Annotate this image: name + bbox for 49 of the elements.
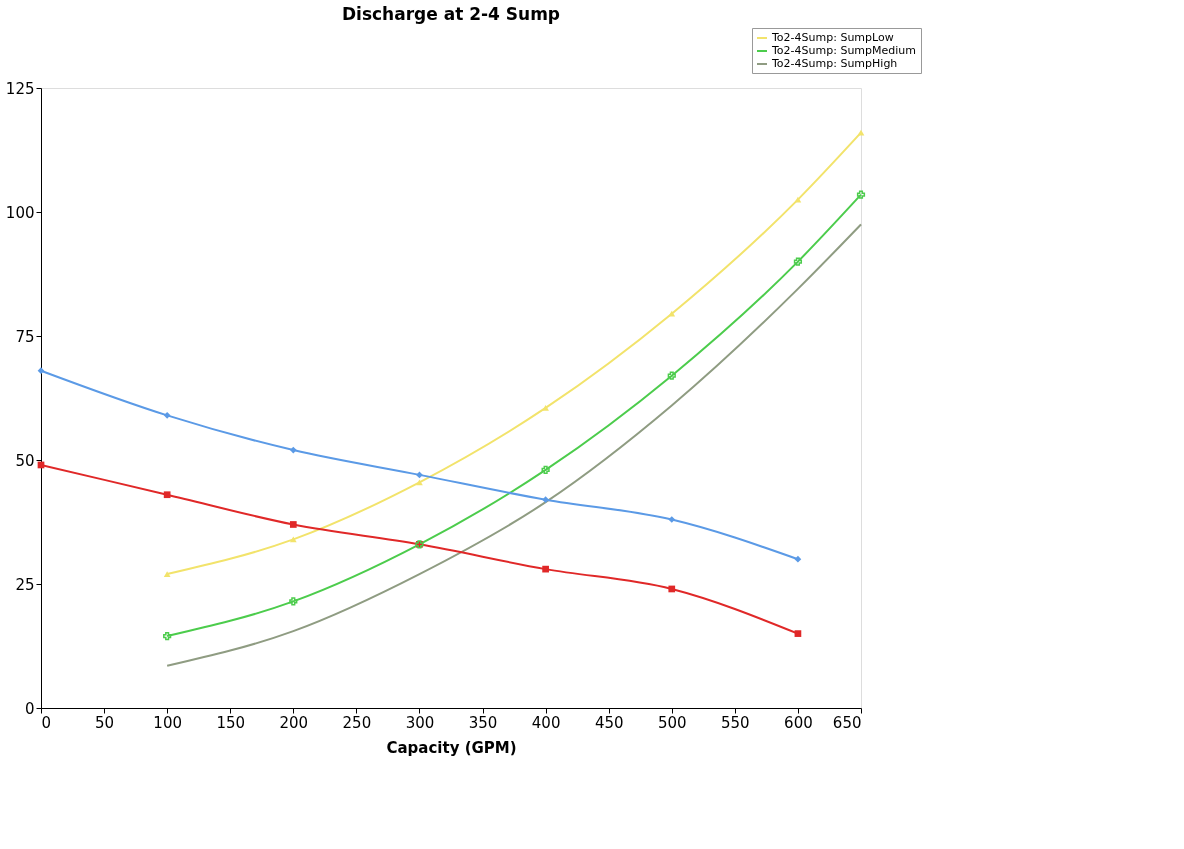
legend-label: To2-4Sump: SumpMedium (771, 44, 917, 57)
legend-label: To2-4Sump: SumpHigh (771, 57, 898, 70)
x-tick-label: 400 (531, 713, 561, 732)
point (857, 129, 865, 136)
point (37, 367, 45, 375)
point (856, 190, 866, 199)
x-tick-label: 650 (832, 713, 862, 732)
y-tick-label: 125 (5, 79, 35, 98)
x-tick-label: 500 (657, 713, 687, 732)
legend-label: To2-4Sump: SumpLow (771, 31, 894, 44)
y-tick-label: 75 (15, 327, 35, 346)
point (289, 521, 297, 528)
point (163, 412, 171, 419)
x-tick-label: 250 (342, 713, 372, 732)
point (163, 491, 171, 499)
point (668, 516, 676, 523)
chart-title: Discharge at 2-4 Sump (341, 3, 561, 24)
x-tick-label: 300 (405, 713, 435, 732)
point (163, 631, 172, 641)
point (667, 371, 676, 380)
x-tick-label: 150 (216, 713, 246, 732)
x-tick-label: 0 (41, 713, 52, 732)
point (289, 597, 298, 606)
x-tick-label: 350 (468, 713, 498, 732)
point (794, 196, 802, 203)
x-tick-label: 100 (153, 713, 182, 732)
x-tick-label: 450 (594, 713, 624, 732)
point (416, 479, 423, 486)
point (542, 405, 549, 411)
x-tick-label: 50 (95, 713, 115, 732)
point (541, 465, 550, 475)
x-tick-label: 600 (784, 713, 813, 732)
point (668, 585, 676, 593)
point (794, 630, 802, 637)
point (794, 555, 802, 563)
y-tick-label: 25 (15, 575, 35, 594)
point (793, 257, 803, 266)
point (542, 565, 549, 573)
y-tick-label: 100 (5, 203, 35, 222)
point (416, 471, 423, 479)
x-axis-title: Capacity (GPM) (386, 738, 517, 757)
x-tick-label: 200 (279, 713, 309, 732)
point (542, 496, 549, 504)
y-tick-label: 0 (24, 699, 35, 718)
point (163, 571, 171, 577)
y-tick-label: 50 (15, 451, 35, 470)
point (668, 310, 676, 317)
point (289, 446, 297, 454)
x-tick-label: 550 (721, 713, 750, 732)
